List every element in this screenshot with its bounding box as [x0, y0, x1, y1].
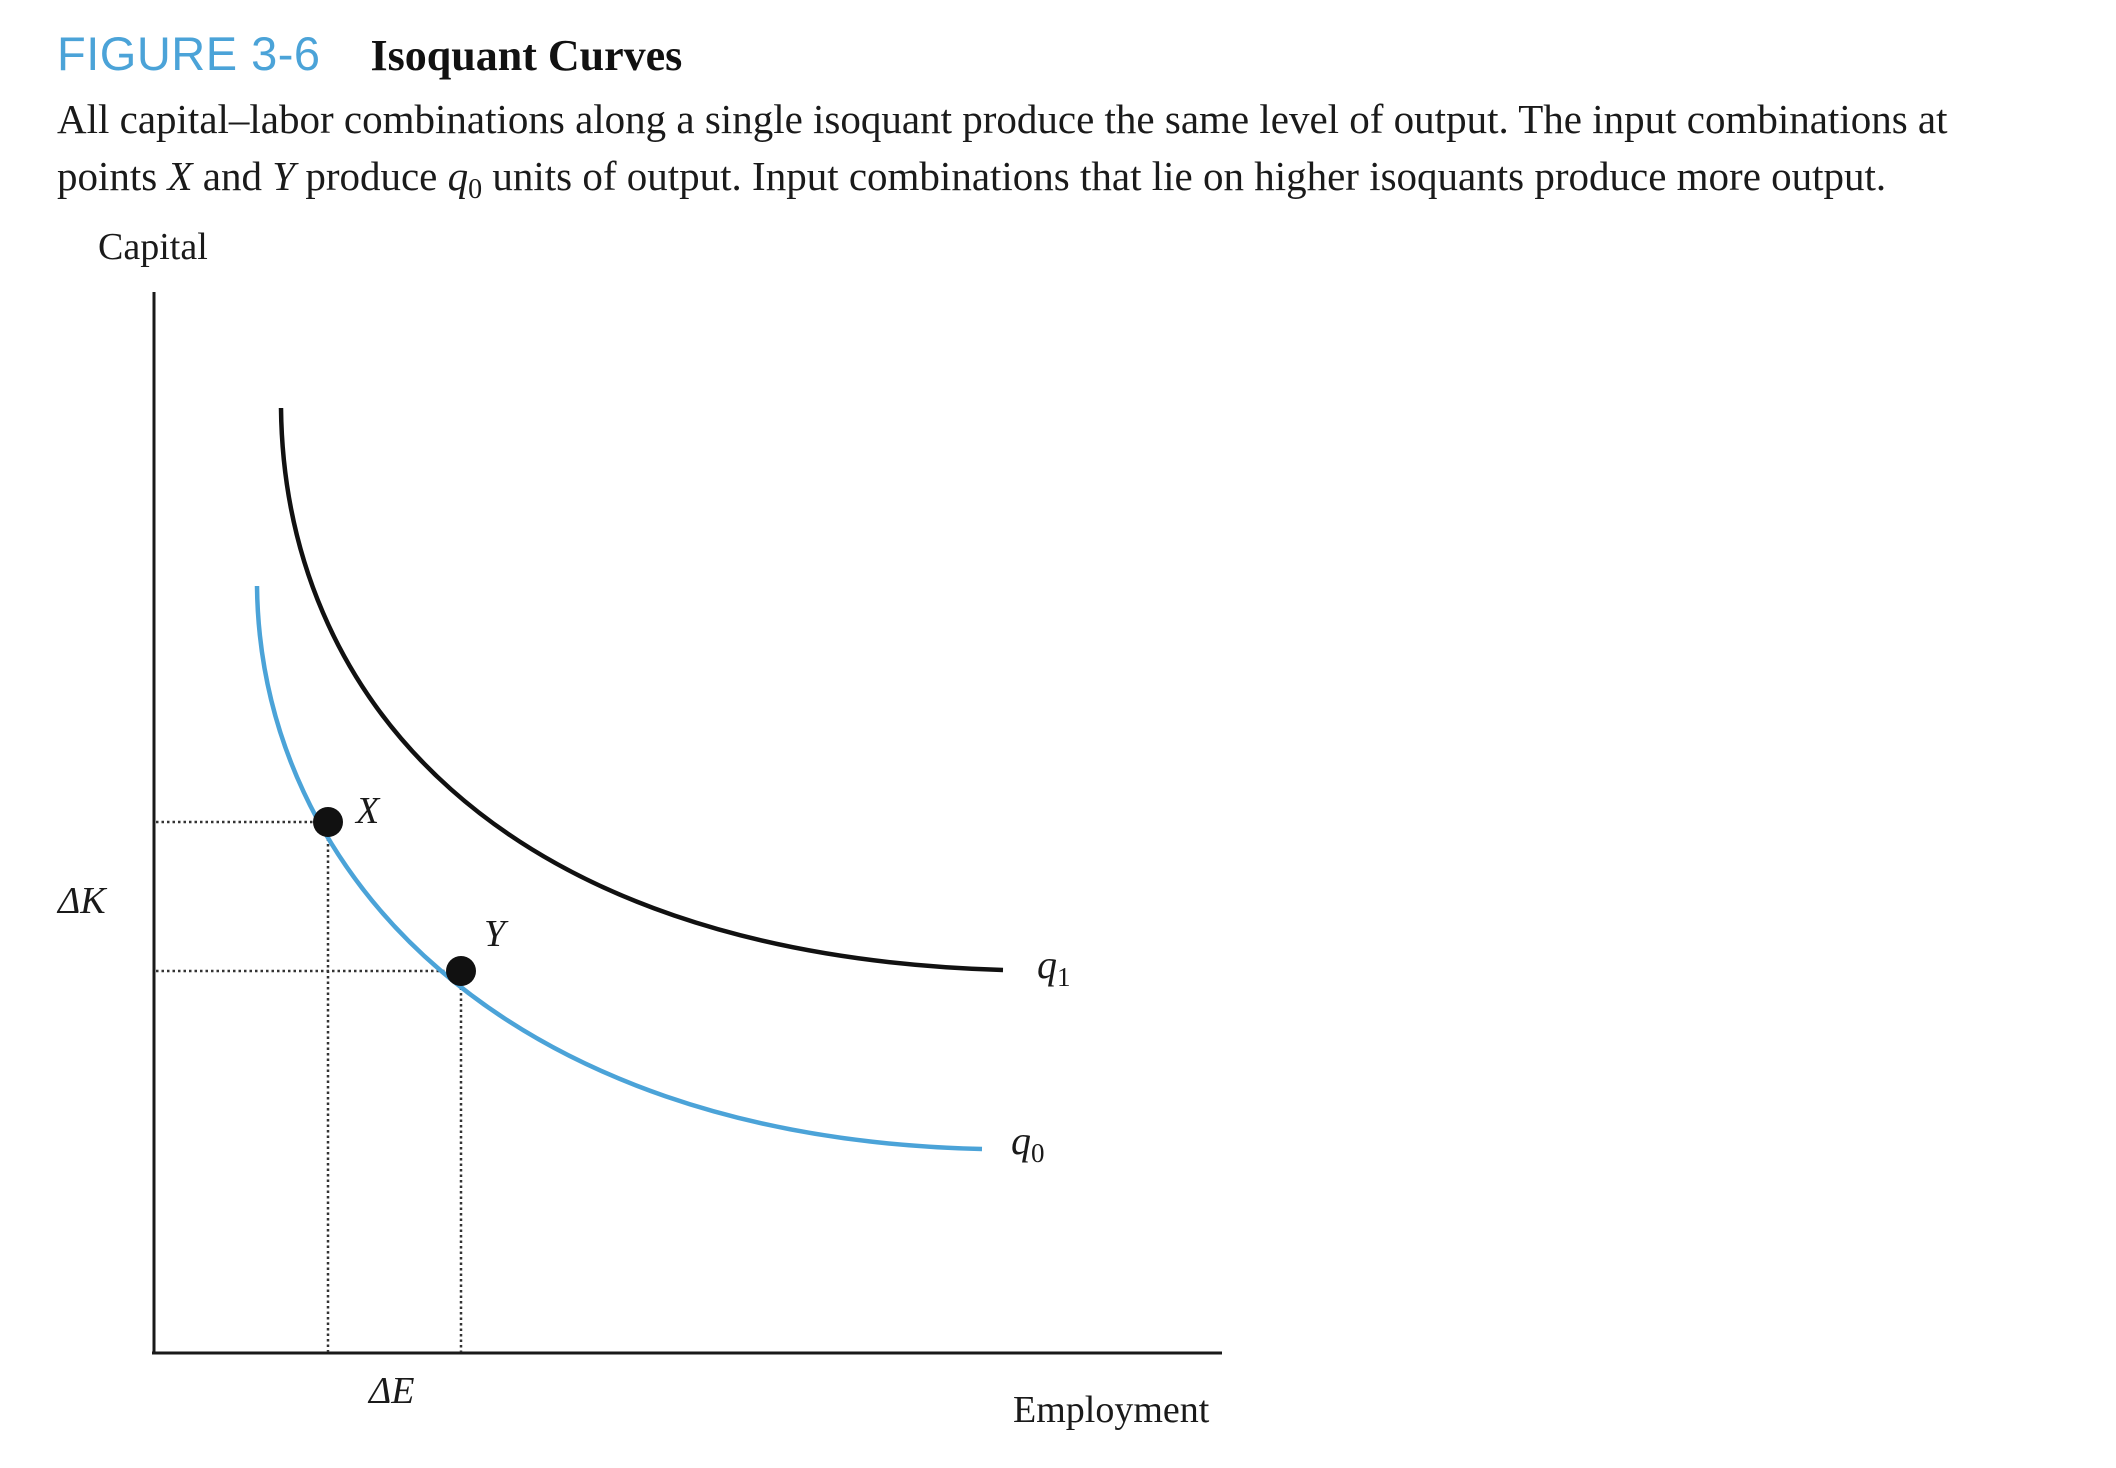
q1-subscript: 1 [1057, 962, 1071, 992]
figure-title-row: FIGURE 3-6 Isoquant Curves [57, 26, 2097, 81]
caption-text: produce [295, 153, 448, 199]
figure-caption: All capital–labor combinations along a s… [57, 91, 2097, 205]
caption-q: q [447, 153, 469, 199]
delta-e-label: ΔE [367, 1370, 415, 1412]
isoquant-q1-label: q1 [1037, 942, 1071, 992]
caption-q-subscript: 0 [468, 174, 483, 205]
isoquant-q1-curve [278, 407, 1004, 973]
figure-number: FIGURE 3-6 [57, 27, 321, 80]
caption-point-y: Y [272, 153, 296, 199]
caption-text: and [192, 153, 273, 199]
y-axis-label: Capital [98, 226, 208, 268]
delta-k-label: ΔK [56, 880, 107, 922]
caption-point-x: X [167, 153, 193, 199]
point-y-label: Y [484, 913, 509, 955]
x-axis-label: Employment [1013, 1389, 1210, 1431]
q0-letter: q [1011, 1118, 1031, 1163]
point-y-marker [446, 956, 476, 986]
caption-line-1: All capital–labor combinations along a s… [57, 96, 1948, 142]
isoquant-q0-label: q0 [1011, 1118, 1045, 1168]
point-x-label: X [354, 790, 381, 832]
figure-title: Isoquant Curves [370, 31, 683, 80]
figure-header: FIGURE 3-6 Isoquant Curves All capital–l… [57, 26, 2097, 205]
point-x-marker [313, 807, 343, 837]
q0-subscript: 0 [1031, 1138, 1045, 1168]
q1-letter: q [1037, 942, 1057, 987]
isoquant-q0-curve [254, 585, 983, 1152]
caption-text: units of output. Input combinations that… [482, 153, 1887, 199]
caption-line-2: points X and Y produce q0 units of outpu… [57, 148, 2097, 205]
caption-text: points [57, 153, 168, 199]
